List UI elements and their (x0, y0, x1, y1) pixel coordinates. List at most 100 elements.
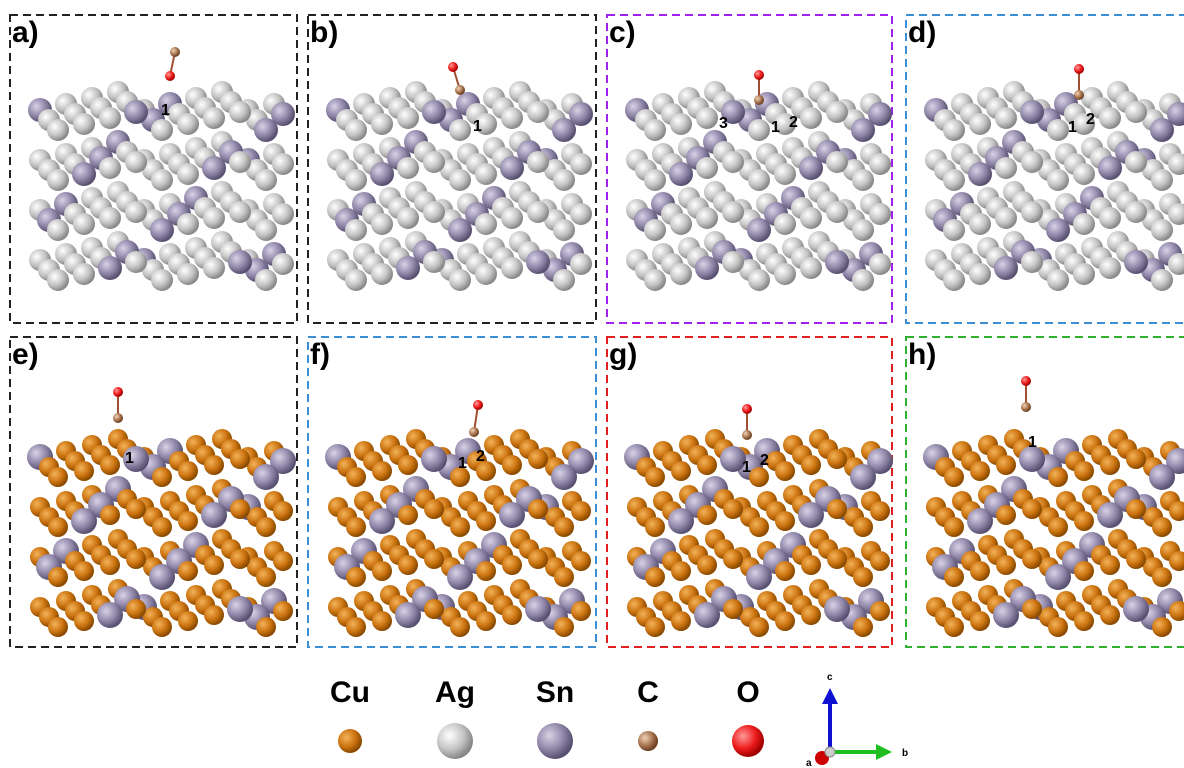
atom (527, 151, 549, 173)
carbon (455, 85, 465, 95)
atom (1073, 213, 1095, 235)
atom (644, 119, 666, 141)
arrow (822, 688, 838, 704)
atom (1100, 605, 1120, 625)
atom (151, 269, 173, 291)
atom (476, 611, 496, 631)
atom (345, 119, 367, 141)
atom (1123, 596, 1149, 622)
atom (826, 151, 848, 173)
legend: CuAgSnCO (330, 676, 764, 759)
atom (178, 611, 198, 631)
axis-label: c (827, 672, 833, 683)
atom (272, 203, 294, 225)
oxygen (1021, 376, 1031, 386)
figure: a)1b)1c)312d)12e)1f)12g)12h)1 CuAgSnCO c… (0, 0, 1184, 768)
atom (996, 505, 1016, 525)
atom (723, 599, 743, 619)
atom (1022, 549, 1042, 569)
atom (670, 263, 692, 285)
atom (100, 555, 120, 575)
atom (73, 113, 95, 135)
atom (670, 213, 692, 235)
panel: d)12 (906, 15, 1184, 323)
atom (125, 201, 147, 223)
carbon (113, 413, 123, 423)
atom (345, 169, 367, 191)
atom (870, 601, 890, 621)
atom (1048, 467, 1068, 487)
atom (272, 253, 294, 275)
atom (1097, 502, 1123, 528)
panel-label: h) (908, 338, 936, 371)
atom (177, 163, 199, 185)
atom (48, 467, 68, 487)
atom (526, 250, 550, 274)
atom (396, 256, 420, 280)
atom (570, 153, 592, 175)
atom (944, 517, 964, 537)
atom (47, 269, 69, 291)
atom (476, 511, 496, 531)
atom (1125, 151, 1147, 173)
atom (774, 163, 796, 185)
atom (47, 119, 69, 141)
atom (256, 517, 276, 537)
atom (723, 499, 743, 519)
atom (450, 617, 470, 637)
atom (229, 101, 251, 123)
atom (869, 253, 891, 275)
atom (801, 555, 821, 575)
atom (996, 555, 1016, 575)
atom (254, 118, 278, 142)
panel-label: f) (310, 338, 330, 371)
atom (827, 499, 847, 519)
atom (500, 156, 524, 180)
atom (644, 169, 666, 191)
legend-label: Cu (330, 676, 370, 709)
atom (256, 617, 276, 637)
atom (1125, 101, 1147, 123)
atom (749, 517, 769, 537)
atom (230, 499, 250, 519)
atom (501, 257, 523, 279)
atom (644, 269, 666, 291)
oxygen (448, 62, 458, 72)
atom (47, 169, 69, 191)
atom (447, 564, 473, 590)
atom (253, 464, 279, 490)
atom (422, 100, 446, 124)
atom (553, 219, 575, 241)
atom (645, 517, 665, 537)
atom (943, 119, 965, 141)
atom (870, 551, 890, 571)
atom (1045, 564, 1071, 590)
origin (825, 747, 835, 757)
atom (1047, 269, 1069, 291)
legend-swatch (638, 731, 658, 751)
atom (423, 251, 445, 273)
atom (775, 511, 795, 531)
atom (1152, 567, 1172, 587)
atom (800, 207, 822, 229)
carbon (1021, 402, 1031, 412)
atom (126, 599, 146, 619)
atom (229, 151, 251, 173)
atom (853, 517, 873, 537)
atom (995, 207, 1017, 229)
atom (397, 207, 419, 229)
atom (554, 517, 574, 537)
atom (203, 257, 225, 279)
atom (125, 251, 147, 273)
legend-label: O (736, 676, 759, 709)
site-label: 2 (1086, 111, 1095, 128)
atom (827, 449, 847, 469)
atom (644, 219, 666, 241)
atom (450, 517, 470, 537)
axis-label: b (902, 748, 908, 759)
atom (126, 549, 146, 569)
arrow (876, 744, 892, 760)
atom (671, 611, 691, 631)
atom (97, 602, 123, 628)
atom (554, 617, 574, 637)
